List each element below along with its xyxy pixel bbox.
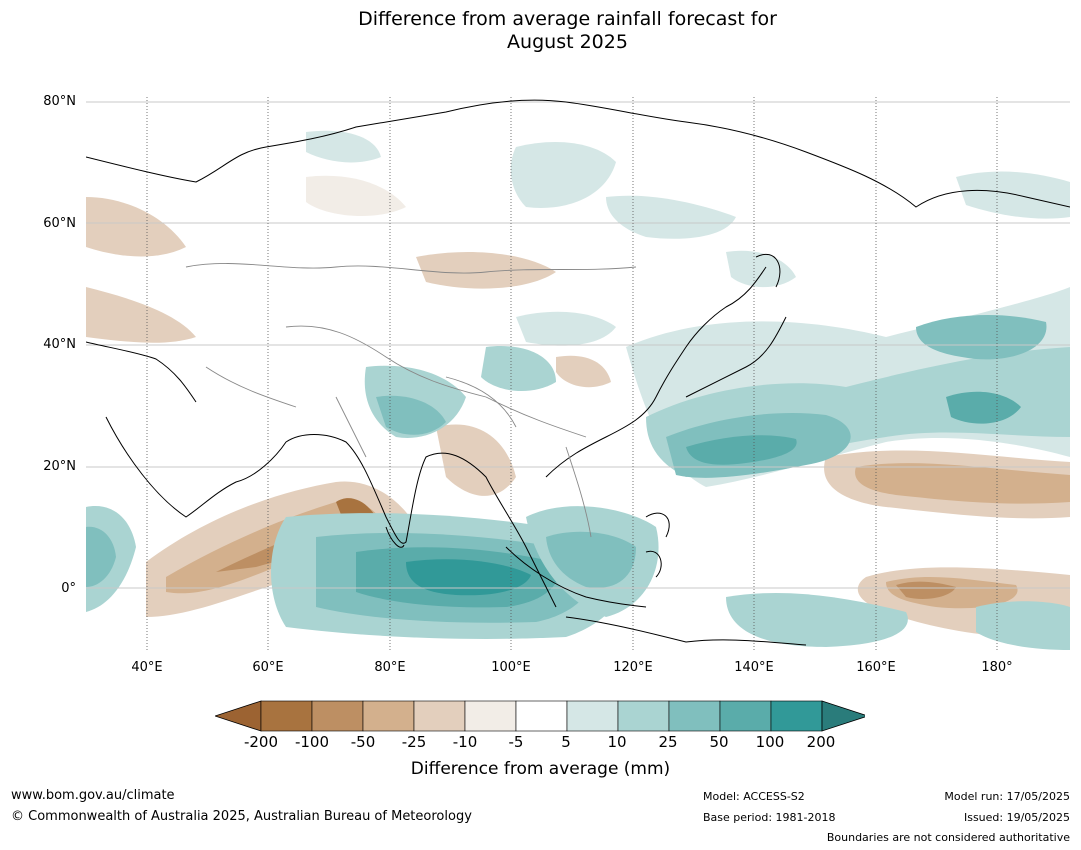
longitude-gridlines — [146, 97, 998, 650]
legend-swatch — [413, 700, 466, 732]
latitude-gridlines — [86, 101, 1070, 589]
legend-colorbar — [215, 700, 865, 732]
base-period-text: Base period: 1981-2018 — [703, 811, 836, 824]
bom-url-link[interactable]: www.bom.gov.au/climate — [11, 788, 175, 803]
legend-tick-labels: -200 -100 -50 -25 -10 -5 5 10 25 50 100 … — [0, 733, 1081, 753]
legend-tick: 5 — [561, 733, 571, 751]
legend-tick: -100 — [294, 733, 330, 751]
lon-label-40e: 40°E — [131, 660, 163, 675]
legend-swatch — [464, 700, 517, 732]
map-title-line2: August 2025 — [507, 31, 628, 53]
issued-text: Issued: 19/05/2025 — [963, 811, 1070, 824]
country-borders — [185, 263, 637, 538]
map-title: Difference from average rainfall forecas… — [0, 8, 1081, 54]
legend-tick: -200 — [243, 733, 279, 751]
lon-label-180: 180° — [981, 660, 1013, 675]
model-text: Model: ACCESS-S2 — [703, 790, 805, 803]
legend-swatch — [617, 700, 670, 732]
copyright-text: © Commonwealth of Australia 2025, Austra… — [11, 809, 472, 824]
legend-tick: -50 — [350, 733, 376, 751]
lon-label-60e: 60°E — [252, 660, 284, 675]
lat-label-60n: 60°N — [43, 216, 76, 231]
lat-label-80n: 80°N — [43, 94, 76, 109]
legend-swatch — [719, 700, 772, 732]
legend-tick: 50 — [709, 733, 729, 751]
lon-label-80e: 80°E — [374, 660, 406, 675]
legend-tick: 200 — [806, 733, 836, 751]
legend-label: Difference from average (mm) — [410, 759, 671, 779]
lon-label-120e: 120°E — [613, 660, 653, 675]
map-title-line1: Difference from average rainfall forecas… — [358, 8, 777, 30]
legend-tick: 100 — [755, 733, 785, 751]
lat-label-equator: 0° — [61, 581, 76, 596]
lat-label-20n: 20°N — [43, 459, 76, 474]
legend-tick: -5 — [508, 733, 524, 751]
legend-tick: 10 — [607, 733, 627, 751]
lat-label-40n: 40°N — [43, 337, 76, 352]
lon-label-160e: 160°E — [856, 660, 896, 675]
legend-swatch — [668, 700, 721, 732]
legend-tick: 25 — [658, 733, 678, 751]
lon-label-140e: 140°E — [734, 660, 774, 675]
lon-label-100e: 100°E — [491, 660, 531, 675]
model-run-text: Model run: 17/05/2025 — [944, 790, 1070, 803]
legend-swatch — [515, 700, 568, 732]
wet-anomaly-regions — [86, 130, 1070, 650]
disclaimer-text: Boundaries are not considered authoritat… — [826, 831, 1070, 844]
legend-tick: -25 — [401, 733, 427, 751]
rainfall-map-svg — [86, 97, 1070, 650]
legend-tick: -10 — [452, 733, 478, 751]
legend-swatch — [362, 700, 415, 732]
rainfall-map — [86, 97, 1070, 650]
legend-swatch — [566, 700, 619, 732]
legend-swatch — [770, 700, 823, 732]
legend-swatch-min — [215, 700, 262, 732]
legend-swatch-max — [821, 700, 865, 732]
coastlines — [86, 99, 1070, 646]
legend-swatch — [311, 700, 364, 732]
legend-swatch — [260, 700, 313, 732]
